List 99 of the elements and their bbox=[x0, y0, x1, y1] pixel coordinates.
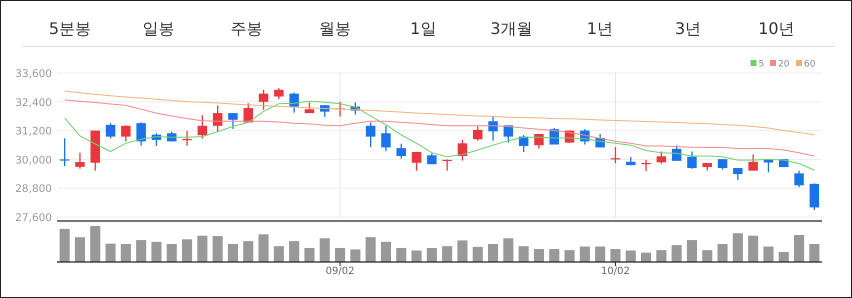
bar bbox=[60, 228, 70, 262]
bar bbox=[672, 245, 682, 262]
legend-label: 5 bbox=[758, 60, 764, 70]
candlestick bbox=[381, 125, 391, 152]
candlestick bbox=[136, 122, 146, 146]
bar bbox=[90, 226, 100, 262]
y-tick-label: 32,400 bbox=[15, 96, 52, 109]
candlestick bbox=[274, 87, 284, 100]
bar bbox=[304, 248, 314, 262]
text: 3개월 bbox=[490, 19, 533, 38]
bar bbox=[74, 237, 85, 262]
bar bbox=[564, 250, 575, 262]
bar bbox=[748, 236, 758, 262]
text: 1일 bbox=[410, 19, 436, 38]
candlestick bbox=[473, 126, 482, 142]
candlestick bbox=[289, 92, 299, 114]
legend-label: 20 bbox=[778, 60, 790, 70]
x-tick-label: 09/02 bbox=[326, 266, 354, 277]
bar bbox=[656, 250, 666, 262]
text: 주봉 bbox=[230, 19, 263, 38]
bar bbox=[274, 246, 284, 262]
candlestick bbox=[121, 124, 131, 142]
candlestick bbox=[656, 150, 666, 164]
bar bbox=[778, 252, 789, 262]
bar bbox=[809, 244, 820, 262]
bar bbox=[289, 241, 300, 262]
bar bbox=[794, 235, 804, 262]
bar bbox=[702, 250, 712, 262]
bar bbox=[228, 244, 238, 262]
bar bbox=[686, 240, 697, 262]
text: 일봉 bbox=[142, 19, 174, 38]
bar bbox=[120, 244, 131, 262]
y-tick-label: 31,200 bbox=[15, 126, 52, 138]
bar bbox=[412, 250, 422, 262]
bar bbox=[151, 242, 162, 262]
y-tick-label: 28,800 bbox=[15, 183, 52, 196]
candlestick bbox=[106, 122, 116, 140]
y-tick-label: 27,600 bbox=[15, 212, 52, 224]
bar bbox=[503, 238, 514, 262]
candlestick bbox=[488, 115, 498, 142]
candlestick bbox=[366, 122, 376, 148]
candlestick bbox=[198, 114, 208, 140]
bar bbox=[426, 248, 437, 262]
bar bbox=[396, 248, 406, 262]
y-tick-label: 30,000 bbox=[15, 154, 52, 166]
y-tick-label: 33,600 bbox=[15, 68, 52, 80]
candlestick bbox=[733, 167, 743, 181]
candlestick bbox=[396, 143, 406, 160]
candlestick bbox=[518, 134, 528, 153]
bar bbox=[580, 246, 590, 262]
bar bbox=[610, 249, 620, 262]
bar bbox=[641, 252, 652, 262]
candlestick bbox=[75, 152, 85, 170]
candlestick bbox=[810, 182, 820, 211]
bar bbox=[472, 246, 483, 262]
bar bbox=[350, 249, 360, 262]
candlestick bbox=[258, 89, 268, 110]
x-tick-label: 10/02 bbox=[601, 266, 630, 277]
candlestick bbox=[458, 139, 468, 162]
bar bbox=[258, 234, 269, 262]
text: 5분봉 bbox=[48, 19, 92, 38]
bar bbox=[549, 249, 560, 262]
text: 3년 bbox=[675, 19, 702, 38]
bar bbox=[243, 241, 254, 262]
candlestick bbox=[212, 104, 222, 132]
bar bbox=[197, 236, 208, 262]
bar bbox=[595, 246, 606, 262]
bar bbox=[457, 240, 468, 262]
bar bbox=[626, 250, 636, 262]
bar bbox=[182, 239, 192, 262]
bar bbox=[366, 237, 376, 262]
text: 월봉 bbox=[318, 19, 351, 38]
candlestick bbox=[610, 146, 620, 164]
line-series bbox=[64, 90, 815, 136]
candlestick bbox=[228, 112, 238, 130]
bar bbox=[518, 246, 529, 262]
candlestick bbox=[718, 158, 728, 170]
bar bbox=[488, 244, 498, 262]
bar bbox=[320, 238, 330, 262]
text: 10년 bbox=[758, 19, 795, 38]
candlestick bbox=[687, 150, 697, 170]
bar bbox=[106, 244, 116, 262]
candlestick bbox=[794, 170, 804, 188]
bar bbox=[534, 249, 544, 262]
bar bbox=[136, 240, 146, 262]
bar bbox=[335, 248, 346, 262]
bar bbox=[442, 246, 452, 262]
candlestick bbox=[748, 154, 758, 172]
bar bbox=[732, 233, 743, 262]
bar bbox=[718, 244, 728, 262]
legend-label: 60 bbox=[804, 60, 816, 70]
bar bbox=[380, 242, 391, 262]
candlestick bbox=[412, 151, 422, 172]
candlestick bbox=[672, 144, 682, 162]
bar bbox=[763, 246, 774, 262]
bar bbox=[212, 236, 223, 262]
line-series bbox=[64, 99, 815, 156]
text: 1년 bbox=[586, 19, 613, 38]
bar bbox=[166, 244, 177, 262]
